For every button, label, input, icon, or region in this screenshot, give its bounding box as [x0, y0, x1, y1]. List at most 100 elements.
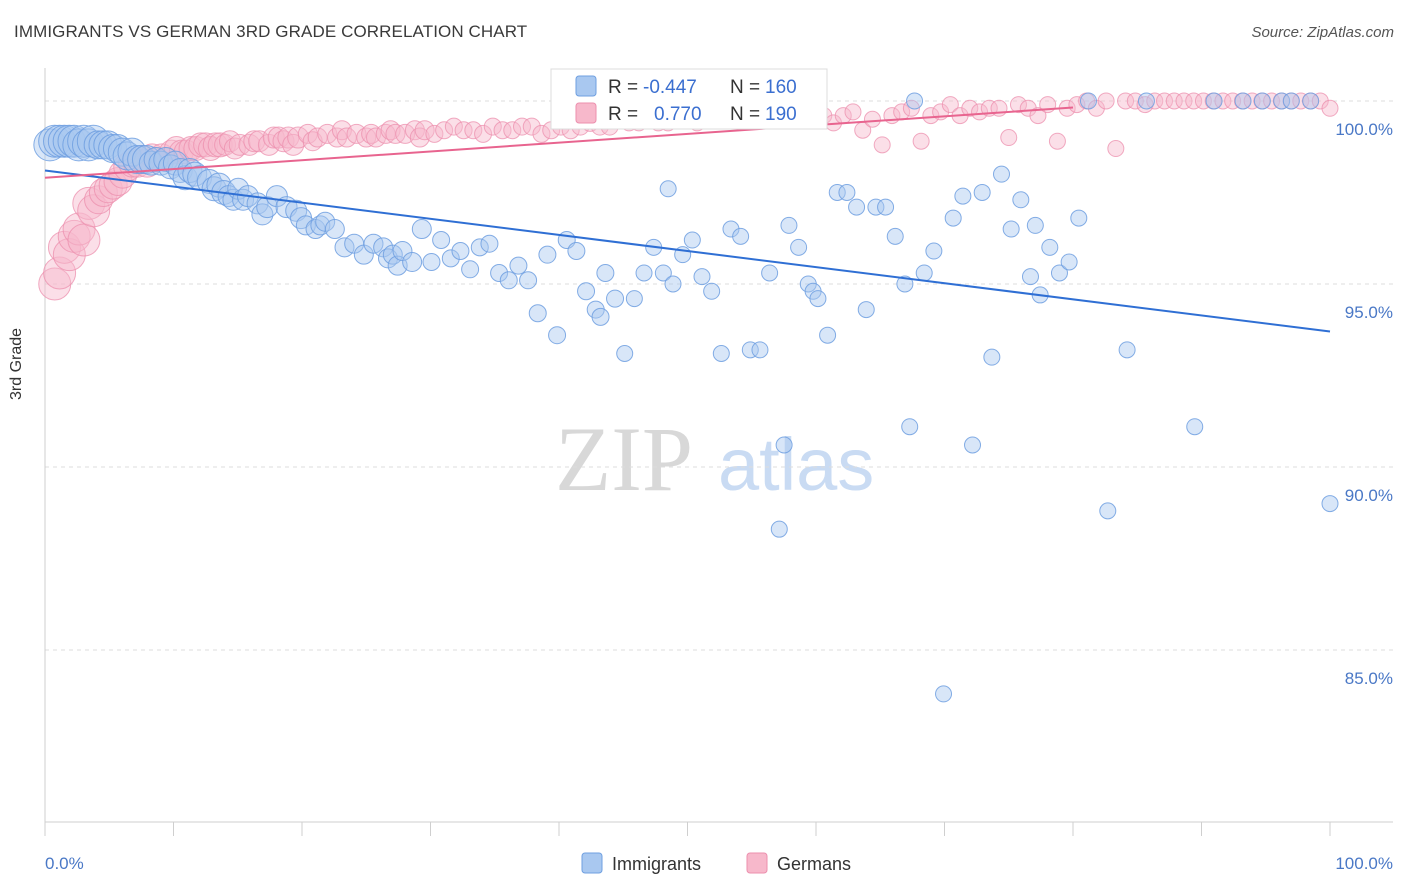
immigrants-point: [654, 264, 672, 282]
germans-point: [503, 121, 522, 140]
watermark-zip: ZIP: [555, 408, 693, 510]
immigrants-point: [906, 92, 924, 110]
y-tick-label: 85.0%: [1345, 669, 1393, 688]
legend-r-label-immigrants: R =: [608, 77, 638, 98]
immigrants-point: [954, 187, 972, 205]
germans-point: [1263, 92, 1281, 110]
germans-legend-swatch: [575, 102, 597, 124]
immigrants-point: [915, 264, 933, 282]
immigrants-point: [732, 227, 750, 245]
immigrants-swatch: [581, 852, 603, 874]
germans-point: [1117, 92, 1135, 110]
germans-point: [873, 136, 891, 154]
immigrants-point: [751, 341, 769, 359]
immigrants-point: [625, 290, 643, 308]
immigrants-points: [33, 92, 1339, 703]
germans-point: [1009, 96, 1027, 114]
germans-point: [464, 121, 483, 140]
immigrants-point: [38, 124, 72, 158]
immigrants-point: [741, 341, 759, 359]
germans-point: [435, 121, 454, 140]
x-tick-label: 100.0%: [1335, 854, 1393, 873]
immigrants-point: [1137, 92, 1155, 110]
correlation-legend: R = -0.447 N = 160 R = 0.770 N = 190: [550, 68, 828, 130]
immigrants-point: [857, 301, 875, 319]
germans-point: [444, 117, 463, 136]
germans-point: [67, 223, 101, 257]
immigrants-point: [780, 216, 798, 234]
germans-legend-label: Germans: [777, 854, 851, 874]
immigrants-point: [1002, 220, 1020, 238]
immigrants-trend-line: [44, 169, 1331, 333]
germans-point: [513, 117, 532, 136]
immigrants-point: [664, 275, 682, 293]
immigrants-point: [703, 282, 721, 300]
immigrants-point: [867, 198, 885, 216]
immigrants-point: [1021, 268, 1039, 286]
immigrants-point: [993, 165, 1011, 183]
germans-point: [1107, 140, 1125, 158]
y-tick-label: 90.0%: [1345, 486, 1393, 505]
germans-point: [1214, 92, 1232, 110]
immigrants-legend-label: Immigrants: [612, 854, 701, 874]
germans-point: [228, 133, 251, 156]
immigrants-point: [659, 180, 677, 198]
immigrants-point: [265, 185, 288, 208]
germans-point: [454, 121, 473, 140]
y-tick-label: 100.0%: [1335, 120, 1393, 139]
grid-lines: [45, 100, 1393, 651]
immigrants-point: [411, 219, 432, 240]
legend-n-label-immigrants: N =: [730, 77, 760, 98]
germans-point: [971, 103, 989, 121]
immigrants-point: [490, 263, 509, 282]
legend-r-value-immigrants: -0.447: [643, 77, 697, 98]
immigrants-point: [877, 198, 895, 216]
immigrants-point: [47, 124, 81, 158]
immigrants-point: [1099, 502, 1117, 520]
immigrants-point: [1079, 92, 1097, 110]
immigrants-point: [809, 290, 827, 308]
immigrants-point: [1026, 216, 1044, 234]
immigrants-point: [470, 238, 489, 257]
germans-point: [863, 110, 881, 128]
immigrants-point: [1118, 341, 1136, 359]
immigrants-point: [616, 344, 634, 362]
immigrants-point: [896, 275, 914, 293]
germans-point: [1165, 92, 1183, 110]
x-tick-label: 0.0%: [45, 854, 84, 873]
germans-swatch: [746, 852, 768, 874]
immigrants-point: [722, 220, 740, 238]
immigrants-point: [172, 165, 198, 191]
trend-lines: [44, 106, 1331, 333]
immigrants-point: [158, 154, 184, 180]
immigrants-point: [838, 183, 856, 201]
immigrants-point: [107, 137, 137, 167]
germans-point: [483, 117, 502, 136]
immigrants-point: [973, 183, 991, 201]
immigrants-point: [770, 520, 788, 538]
legend-n-value-immigrants: 160: [765, 77, 797, 98]
immigrants-point: [1050, 264, 1068, 282]
germans-point: [1097, 92, 1115, 110]
immigrants-point: [402, 251, 423, 272]
immigrants-point: [944, 209, 962, 227]
germans-point: [193, 132, 219, 158]
immigrants-point: [441, 249, 460, 268]
immigrants-legend-swatch: [575, 75, 597, 97]
immigrants-point: [577, 282, 596, 301]
immigrants-point: [509, 256, 528, 275]
immigrants-point: [167, 157, 193, 183]
source-label: Source: ZipAtlas.com: [1251, 24, 1394, 41]
immigrants-point: [591, 307, 610, 326]
germans-point: [93, 174, 123, 204]
immigrants-point: [528, 304, 547, 323]
immigrants-point: [693, 268, 711, 286]
immigrants-point: [143, 147, 169, 173]
immigrants-point: [828, 183, 846, 201]
immigrants-point: [761, 264, 779, 282]
germans-point: [844, 103, 862, 121]
immigrants-point: [1253, 92, 1271, 110]
germans-point: [1156, 92, 1174, 110]
immigrants-point: [538, 245, 557, 264]
